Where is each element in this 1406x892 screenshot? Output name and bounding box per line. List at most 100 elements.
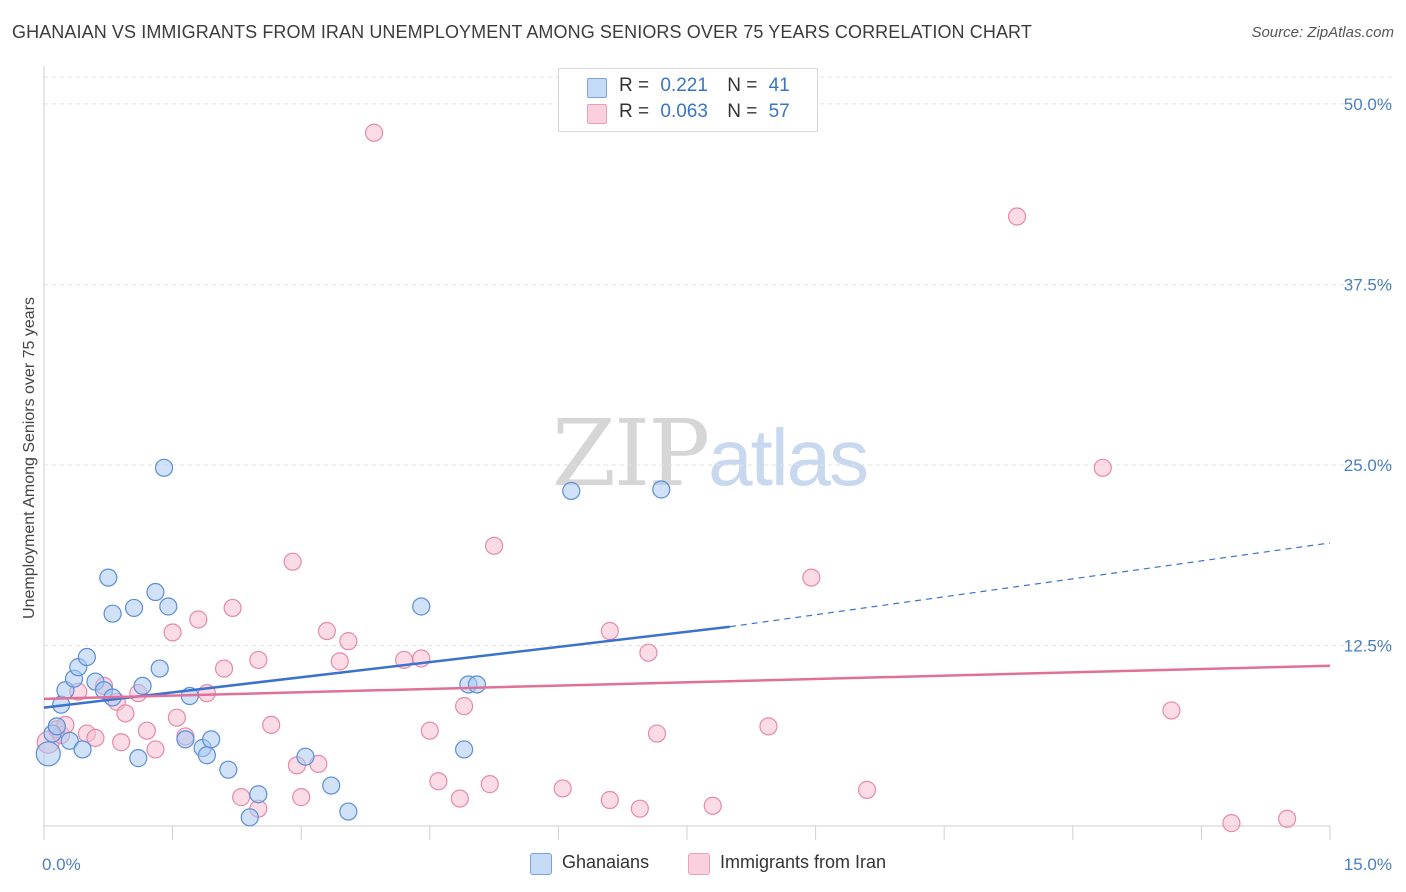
iran-point xyxy=(759,717,778,736)
iran-point xyxy=(1222,814,1241,833)
ghanaians-point xyxy=(60,731,79,750)
y-tick-label: 25.0% xyxy=(1344,456,1392,475)
iran-point xyxy=(630,799,649,818)
ghanaians-point xyxy=(129,749,148,768)
y-tick-label: 50.0% xyxy=(1344,95,1392,114)
source-note: Source: ZipAtlas.com xyxy=(1251,24,1394,41)
iran-point xyxy=(232,788,251,807)
ghanaians-point xyxy=(219,760,238,779)
ghanaians-point xyxy=(322,776,341,795)
ghanaians-trend-line xyxy=(43,625,731,709)
y-tick-label: 37.5% xyxy=(1344,275,1392,294)
ghanaians-point xyxy=(77,647,96,667)
iran-point xyxy=(1093,458,1112,477)
iran-point xyxy=(802,568,821,587)
ghanaians-point xyxy=(133,676,152,696)
iran-point xyxy=(214,659,234,678)
ghanaians-point xyxy=(124,598,144,618)
bottom-legend-swatch-iran xyxy=(688,853,710,875)
bottom-legend-label-ghanaians: Ghanaians xyxy=(562,852,650,872)
ghanaians-point xyxy=(176,730,195,749)
ghanaians-point xyxy=(652,480,671,499)
ghanaians-trend-extension xyxy=(729,542,1331,628)
ghanaians-point xyxy=(73,740,92,759)
iran-point xyxy=(339,632,358,651)
iran-point xyxy=(146,740,165,759)
ghanaians-point xyxy=(296,747,315,766)
legend-r-label: R = xyxy=(619,75,650,96)
iran-point xyxy=(223,598,242,618)
ghanaians-point xyxy=(562,481,581,501)
y-tick-label: 12.5% xyxy=(1344,636,1392,655)
iran-point xyxy=(420,721,439,740)
iran-point xyxy=(450,789,469,808)
iran-point xyxy=(480,775,499,794)
iran-point xyxy=(647,724,667,743)
iran-point xyxy=(1162,701,1181,720)
iran-point xyxy=(703,796,722,815)
ghanaians-point xyxy=(35,741,61,767)
iran-point xyxy=(553,779,572,798)
iran-point xyxy=(429,772,448,791)
iran-point xyxy=(189,610,208,629)
iran-point xyxy=(600,621,619,641)
ghanaians-point xyxy=(47,717,66,736)
ghanaians-point xyxy=(412,597,431,616)
iran-point xyxy=(283,552,302,571)
iran-points xyxy=(36,123,1297,833)
x-tick-label: 0.0% xyxy=(42,855,81,874)
iran-point xyxy=(137,721,156,740)
tick-labels: 12.5% 25.0% 37.5% 50.0% 0.0% 15.0% xyxy=(42,95,1392,874)
legend-n-value: 57 xyxy=(768,101,790,122)
iran-point xyxy=(330,652,349,671)
legend-r-label: R = xyxy=(619,101,650,122)
iran-trend-line xyxy=(43,664,1331,701)
legend-r-value: 0.221 xyxy=(660,75,708,96)
watermark-atlas: atlas xyxy=(708,413,869,502)
iran-point xyxy=(292,788,311,807)
iran-point xyxy=(639,643,658,662)
legend-n-value: 41 xyxy=(768,75,790,96)
legend-swatch-iran xyxy=(587,104,607,124)
bottom-legend-swatch-ghanaians xyxy=(530,853,552,875)
legend-r-value: 0.063 xyxy=(660,101,708,122)
iran-point xyxy=(86,728,105,748)
ghanaians-point xyxy=(150,659,169,678)
legend-swatch-ghanaians xyxy=(587,78,607,98)
iran-point xyxy=(454,697,474,716)
stats-legend: R = 0.221 N = 41 R = 0.063 N = 57 xyxy=(558,68,818,132)
ghanaians-point xyxy=(99,568,118,587)
ghanaians-point xyxy=(339,802,358,821)
iran-point xyxy=(485,536,504,555)
iran-point xyxy=(317,621,337,641)
chart-title: GHANAIAN VS IMMIGRANTS FROM IRAN UNEMPLO… xyxy=(12,22,1032,42)
iran-point xyxy=(112,733,131,752)
iran-point xyxy=(262,715,281,735)
iran-point xyxy=(1007,207,1027,226)
axes xyxy=(43,66,1331,840)
iran-point xyxy=(163,623,182,642)
grid xyxy=(44,76,1392,646)
iran-point xyxy=(1278,809,1297,828)
ghanaians-point xyxy=(249,785,268,804)
legend-n-label: N = xyxy=(727,75,758,96)
ghanaians-point xyxy=(159,597,178,616)
iran-point xyxy=(364,123,384,142)
ghanaians-point xyxy=(240,808,259,827)
x-tick-label: 15.0% xyxy=(1344,855,1392,874)
ghanaians-point xyxy=(202,730,221,749)
ghanaians-point xyxy=(454,740,474,759)
bottom-legend-label-iran: Immigrants from Iran xyxy=(720,852,887,872)
iran-point xyxy=(167,708,186,727)
ghanaians-point xyxy=(103,604,122,623)
iran-point xyxy=(116,704,135,723)
iran-point xyxy=(249,650,268,670)
ghanaians-point xyxy=(154,458,174,477)
ghanaians-points xyxy=(35,458,671,827)
iran-point xyxy=(600,790,619,810)
iran-point xyxy=(857,780,877,799)
trend-lines xyxy=(43,542,1331,709)
ghanaians-point xyxy=(146,582,165,602)
y-axis-label: Unemployment Among Seniors over 75 years xyxy=(21,297,38,619)
